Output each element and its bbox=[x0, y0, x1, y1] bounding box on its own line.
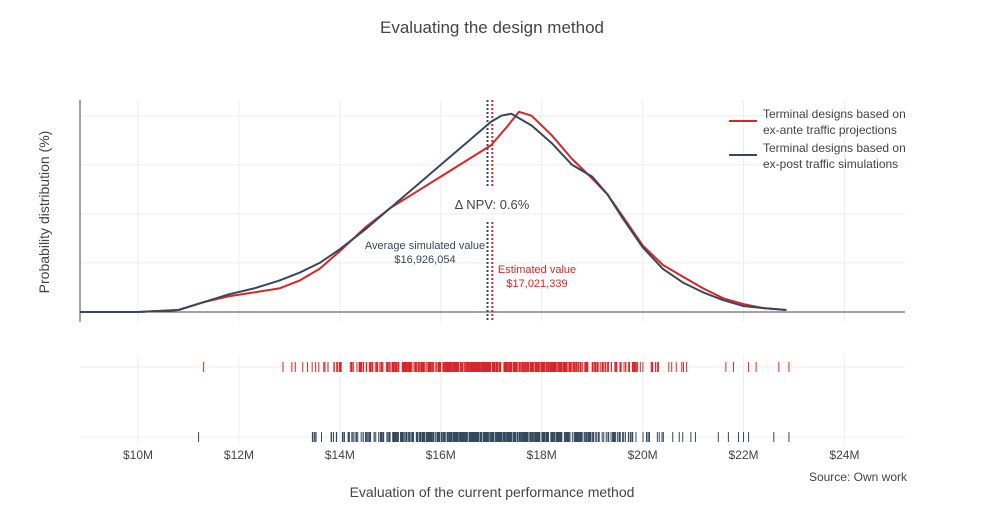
rug-plots bbox=[198, 362, 790, 442]
legend-label: ex-ante traffic projections bbox=[763, 123, 897, 137]
chart-title: Evaluating the design method bbox=[380, 18, 604, 37]
delta-npv-annotation: Δ NPV: 0.6% bbox=[455, 197, 530, 212]
x-tick-label: $20M bbox=[628, 448, 658, 462]
x-tick-label: $16M bbox=[426, 448, 456, 462]
x-axis-ticks: $10M $12M $14M $16M $18M $20M $22M $24M bbox=[123, 448, 859, 462]
source-note: Source: Own work bbox=[809, 470, 908, 484]
x-axis-title: Evaluation of the current performance me… bbox=[350, 484, 635, 500]
reference-lines bbox=[486, 100, 494, 322]
legend[interactable]: Terminal designs based on ex-ante traffic… bbox=[729, 107, 906, 171]
y-axis-title: Probability distribution (%) bbox=[36, 131, 52, 294]
x-tick-label: $18M bbox=[527, 448, 557, 462]
legend-label: Terminal designs based on bbox=[763, 141, 906, 155]
series-line bbox=[80, 110, 787, 313]
x-tick-label: $14M bbox=[325, 448, 355, 462]
x-tick-label: $12M bbox=[224, 448, 254, 462]
x-tick-label: $22M bbox=[729, 448, 759, 462]
average-value-label: Average simulated value bbox=[365, 240, 485, 252]
estimated-value-label: Estimated value bbox=[498, 264, 576, 276]
average-value-number: $16,926,054 bbox=[394, 254, 455, 266]
legend-label: Terminal designs based on bbox=[763, 107, 906, 121]
estimated-value-number: $17,021,339 bbox=[506, 278, 567, 290]
legend-label: ex-post traffic simulations bbox=[763, 157, 898, 171]
series-line bbox=[80, 112, 787, 313]
x-tick-label: $10M bbox=[123, 448, 153, 462]
annotations: Δ NPV: 0.6% Average simulated value $16,92… bbox=[365, 197, 576, 290]
series-lines bbox=[80, 110, 787, 313]
x-tick-label: $24M bbox=[829, 448, 859, 462]
